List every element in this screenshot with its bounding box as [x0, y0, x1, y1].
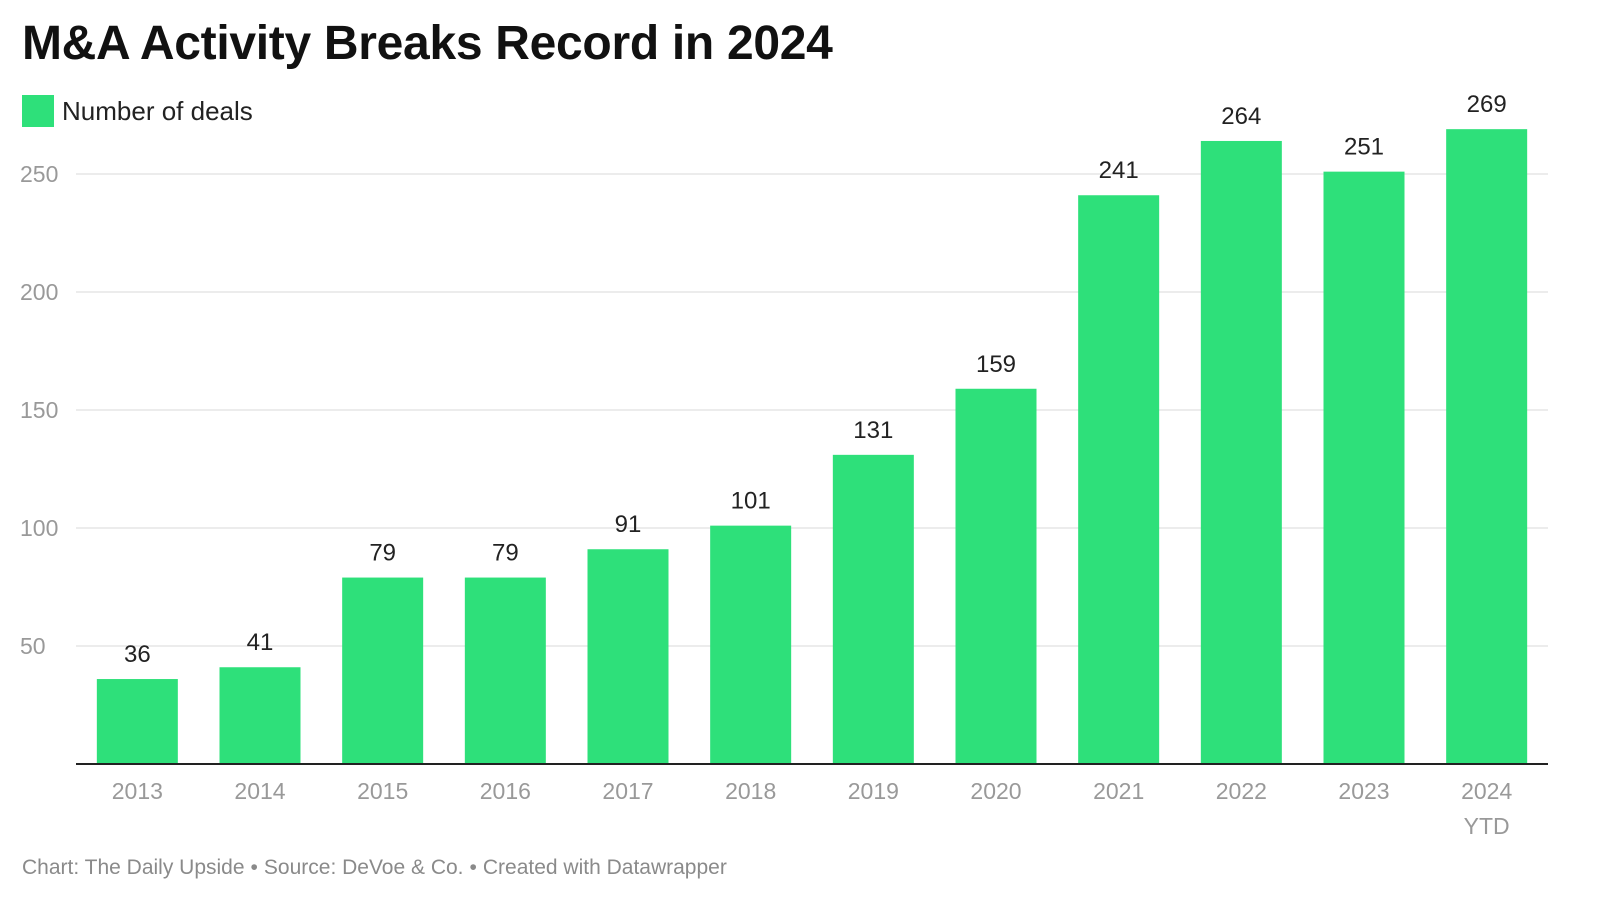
x-tick-label: 2022	[1216, 778, 1267, 804]
x-tick-label: 2023	[1338, 778, 1389, 804]
data-label: 159	[976, 351, 1016, 378]
x-tick-label: 2016	[480, 778, 531, 804]
legend: Number of deals	[22, 95, 253, 127]
legend-swatch	[22, 95, 54, 127]
bar	[1078, 195, 1160, 765]
legend-label: Number of deals	[62, 95, 253, 126]
data-label: 251	[1344, 134, 1384, 161]
data-label: 264	[1221, 103, 1261, 130]
bar	[710, 525, 792, 764]
bar	[832, 454, 914, 764]
chart-title: M&A Activity Breaks Record in 2024	[22, 17, 833, 70]
data-label: 269	[1467, 91, 1507, 118]
data-label: 91	[615, 511, 642, 538]
bar	[587, 549, 669, 764]
x-tick-label: 2024	[1461, 778, 1512, 804]
bar	[1323, 171, 1405, 764]
footer-separator: •	[250, 856, 258, 879]
footer-separator: •	[469, 856, 477, 879]
y-tick-label: 200	[20, 279, 58, 305]
x-tick-label: 2015	[357, 778, 408, 804]
bar	[955, 388, 1037, 764]
data-label: 36	[124, 641, 151, 668]
footer-source: Source: DeVoe & Co.	[263, 856, 464, 879]
x-tick-label: 2018	[725, 778, 776, 804]
data-label: 241	[1099, 157, 1139, 184]
data-labels: 36 41 79 79 91 101 131 159 241 264 251 269	[124, 91, 1507, 668]
footer-credit: Chart: The Daily Upside	[22, 856, 245, 879]
bar	[464, 577, 546, 764]
bar	[96, 679, 178, 764]
chart-footer: Chart: The Daily Upside • Source: DeVoe & …	[22, 856, 727, 880]
x-axis-tick-labels: 2013 2014 2015 2016 2017 2018 2019 2020 2021 2022…	[112, 778, 1513, 839]
x-tick-label: 2014	[234, 778, 285, 804]
x-tick-label: 2017	[602, 778, 653, 804]
y-tick-label: 150	[20, 397, 58, 423]
y-tick-label: 250	[20, 161, 58, 187]
y-tick-label: 50	[20, 633, 46, 659]
bar	[1200, 140, 1282, 764]
y-axis-tick-labels: 50 100 150 200 250	[20, 161, 58, 659]
bars	[96, 129, 1528, 765]
bar	[342, 577, 424, 764]
footer-tool: Created with Datawrapper	[482, 856, 727, 879]
data-label: 79	[492, 540, 519, 567]
x-tick-label: YTD	[1464, 813, 1510, 839]
x-tick-label: 2019	[848, 778, 899, 804]
y-tick-label: 100	[20, 515, 58, 541]
data-label: 79	[369, 540, 396, 567]
bar	[219, 667, 301, 764]
data-label: 101	[731, 488, 771, 515]
bar	[1446, 129, 1528, 764]
x-tick-label: 2013	[112, 778, 163, 804]
gridlines	[76, 173, 1548, 647]
data-label: 131	[853, 417, 893, 444]
data-label: 41	[247, 629, 274, 656]
x-tick-label: 2020	[970, 778, 1021, 804]
x-tick-label: 2021	[1093, 778, 1144, 804]
